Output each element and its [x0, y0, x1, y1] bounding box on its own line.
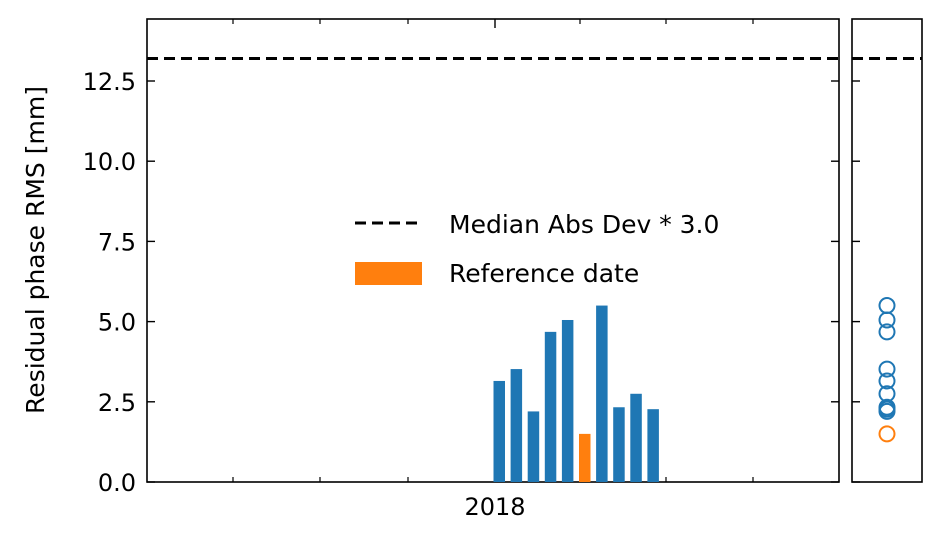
side-point	[878, 402, 896, 420]
bar	[647, 409, 659, 482]
bar	[510, 369, 523, 482]
y-axis-label: Residual phase RMS [mm]	[21, 86, 50, 414]
side-point	[878, 372, 896, 390]
side-plot-frame	[851, 18, 923, 483]
bar	[596, 305, 608, 482]
x-axis	[232, 19, 754, 482]
legend-reference-swatch	[355, 262, 422, 285]
y-tick-label: 10.0	[83, 148, 136, 176]
bar	[493, 380, 505, 482]
bar	[561, 319, 574, 482]
legend: Median Abs Dev * 3.0 Reference date	[355, 210, 719, 288]
bar	[613, 407, 625, 482]
reference-bar	[579, 433, 591, 482]
x-tick-label-2018: 2018	[464, 493, 525, 521]
y-tick-label: 2.5	[98, 389, 136, 417]
bar	[527, 411, 540, 482]
main-plot-frame	[146, 18, 840, 483]
y-tick-label: 0.0	[98, 469, 136, 497]
side-point	[878, 323, 896, 341]
y-tick-label: 12.5	[83, 68, 136, 96]
side-point	[878, 360, 896, 378]
bar	[544, 331, 557, 482]
bar-series	[493, 305, 659, 482]
y-tick-label: 5.0	[98, 309, 136, 337]
y-axis: 0.0 2.5 5.0 7.5 10.0 12.5	[83, 68, 860, 497]
side-point	[878, 297, 896, 315]
side-reference-point	[878, 425, 896, 443]
bar	[630, 393, 642, 482]
side-scatter	[878, 297, 896, 443]
legend-reference-label: Reference date	[449, 259, 639, 288]
side-point	[878, 311, 896, 329]
legend-threshold-label: Median Abs Dev * 3.0	[449, 210, 719, 239]
y-tick-label: 7.5	[98, 228, 136, 256]
